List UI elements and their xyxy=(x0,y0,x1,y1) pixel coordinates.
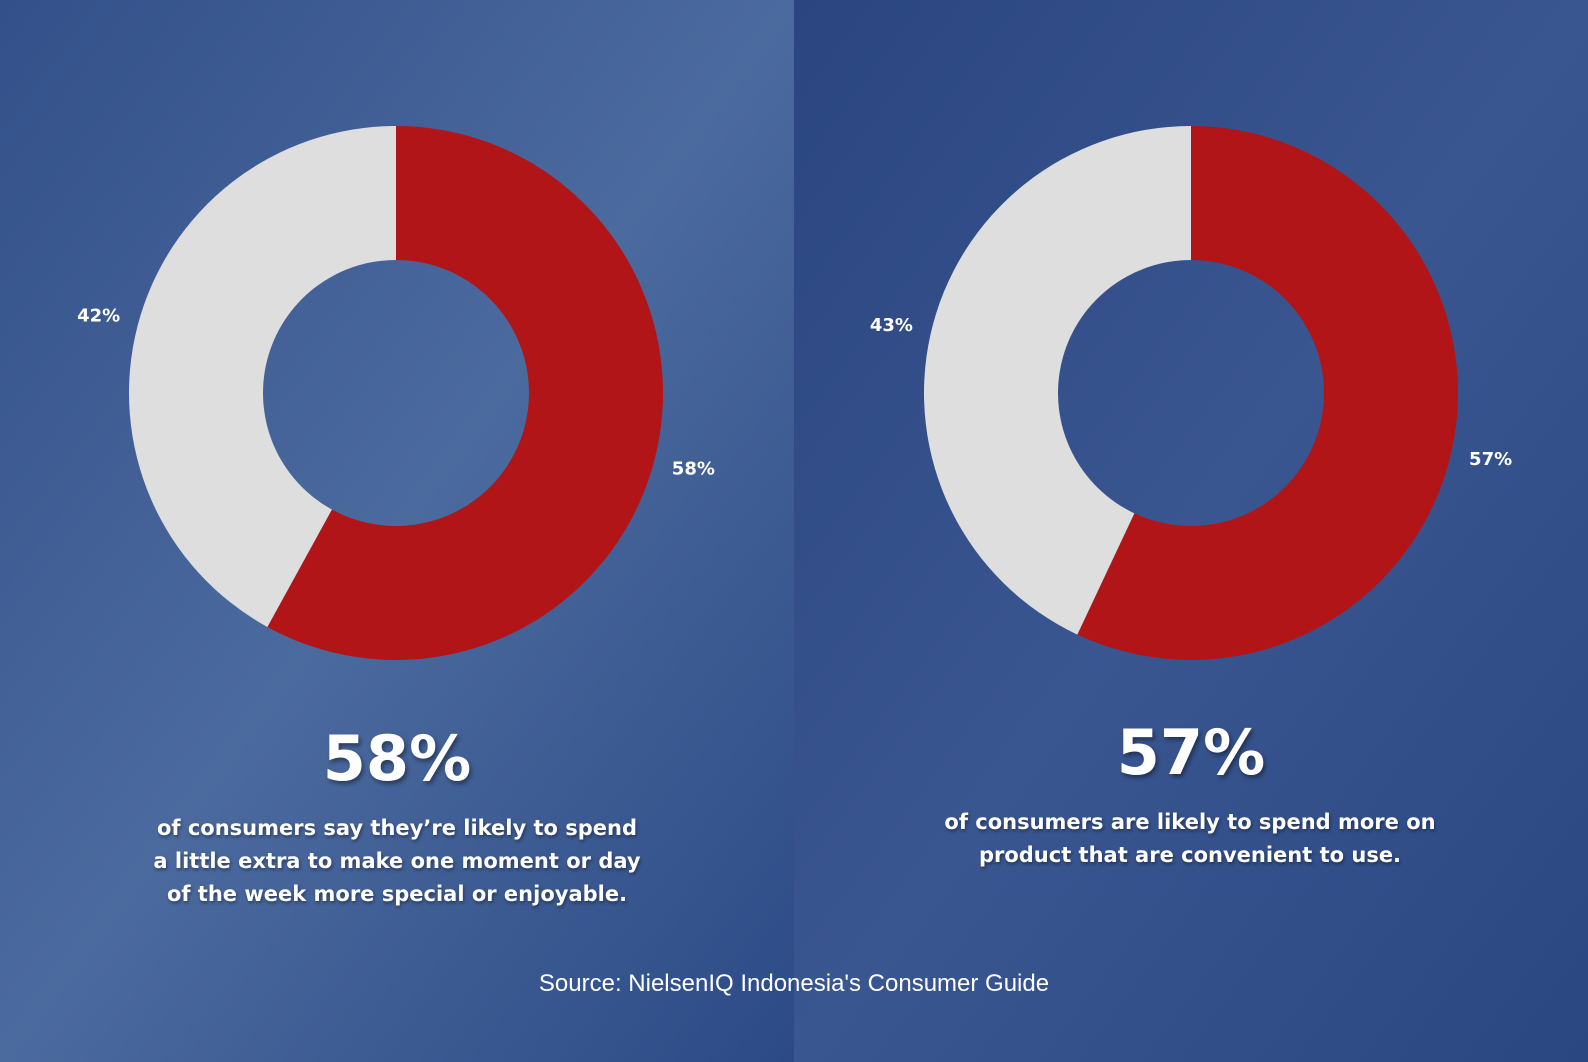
headline: 57% xyxy=(1116,716,1266,789)
donut-segment xyxy=(1077,126,1459,660)
donut-segment xyxy=(267,126,663,660)
value-label: 57% xyxy=(1469,449,1512,470)
donut-segment xyxy=(924,125,1191,635)
donut-segment xyxy=(129,126,397,627)
source: Source: NielsenIQ Indonesia's Consumer G… xyxy=(538,970,1050,997)
description: of consumers are likely to spend more on… xyxy=(944,810,1436,867)
value-label: 58% xyxy=(672,458,715,479)
value-label: 43% xyxy=(870,315,913,336)
value-label: 42% xyxy=(77,306,120,327)
headline: 58% xyxy=(322,722,472,795)
description: of consumers say they’re likely to spend… xyxy=(153,816,641,906)
